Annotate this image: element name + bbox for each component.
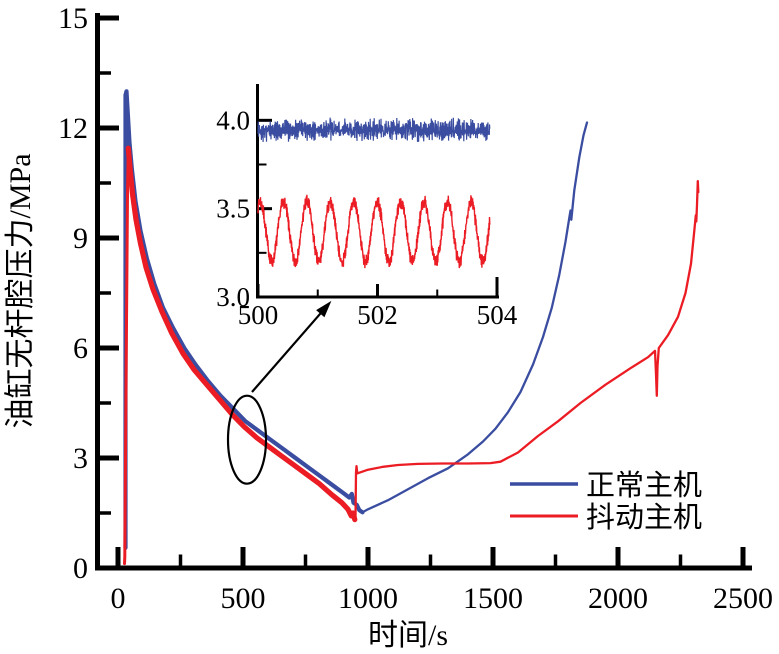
- y-tick-label: 15: [58, 2, 88, 35]
- x-tick-label: 2000: [588, 582, 648, 615]
- inset-x-tick-label: 502: [357, 300, 398, 330]
- y-tick-label: 9: [73, 222, 88, 255]
- inset-x-tick-label: 504: [477, 300, 518, 330]
- inset-y-tick-label: 4.0: [216, 105, 250, 135]
- inset-y-tick-label: 3.0: [216, 282, 250, 312]
- y-tick-label: 3: [73, 442, 88, 475]
- inset-x-tick-label: 500: [238, 300, 279, 330]
- inset-plot: 3.0 3.5 4.0 500 502 504: [216, 84, 518, 330]
- shaking-host-curve: [123, 146, 130, 566]
- legend-label-shaking-host: 抖动主机: [586, 501, 702, 534]
- inset-normal-host-trace: [257, 117, 491, 143]
- inset-shaking-host-trace: [257, 194, 491, 269]
- legend: 正常主机 抖动主机: [510, 469, 702, 534]
- x-tick-label: 1500: [463, 582, 523, 615]
- zoom-arrow-head: [316, 300, 332, 318]
- y-tick-label: 12: [58, 112, 88, 145]
- main-axes: 0 3 6 9 12 15 0 500 1000 1500 2000 2500: [58, 2, 773, 615]
- x-axis-title: 时间/s: [368, 619, 448, 652]
- shaking-host-curve: [353, 180, 700, 521]
- x-tick-label: 2500: [713, 582, 773, 615]
- y-tick-label: 0: [73, 552, 88, 585]
- zoom-annotation: [226, 300, 332, 485]
- zoom-arrow-line: [251, 306, 327, 393]
- x-tick-label: 1000: [338, 582, 398, 615]
- zoom-region-ellipse: [226, 394, 268, 485]
- y-axis-title: 油缸无杆腔压力/MPa: [4, 153, 37, 428]
- y-tick-label: 6: [73, 332, 88, 365]
- x-tick-label: 500: [221, 582, 266, 615]
- normal-host-curve: [361, 121, 589, 514]
- x-tick-label: 0: [111, 582, 126, 615]
- legend-label-normal-host: 正常主机: [586, 469, 702, 502]
- inset-y-tick-label: 3.5: [216, 194, 250, 224]
